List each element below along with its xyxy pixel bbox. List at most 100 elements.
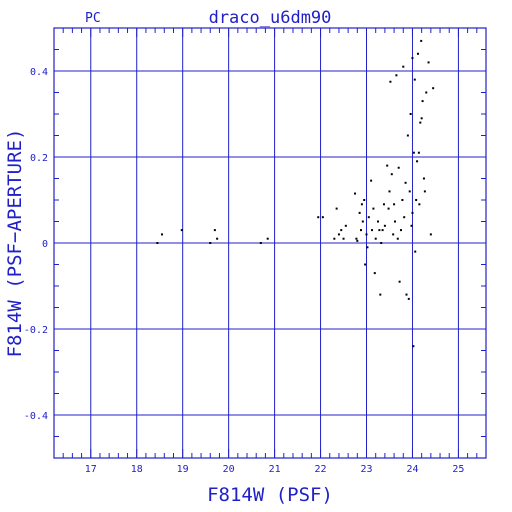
x-tick-label: 24	[406, 464, 418, 475]
data-point	[390, 173, 393, 176]
data-point	[398, 280, 401, 283]
grid-lines	[54, 28, 486, 458]
data-point	[382, 203, 385, 206]
data-point	[427, 61, 430, 64]
x-tick-label: 25	[452, 464, 464, 475]
y-tick-label: -0.4	[24, 411, 48, 422]
data-point	[317, 216, 320, 219]
data-point	[425, 91, 428, 94]
data-point	[402, 65, 405, 68]
data-point	[396, 237, 399, 240]
data-point	[359, 229, 362, 232]
x-tick-label: 17	[85, 464, 97, 475]
x-axis-title: F814W (PSF)	[207, 484, 333, 506]
data-point	[216, 237, 219, 240]
data-point	[432, 87, 435, 90]
data-point	[367, 216, 370, 219]
data-point	[399, 229, 402, 232]
data-point	[377, 220, 379, 223]
data-point	[356, 239, 359, 242]
data-point	[340, 229, 343, 232]
data-point	[419, 121, 422, 124]
data-point	[417, 151, 420, 154]
data-point	[361, 220, 364, 223]
data-point	[333, 237, 336, 240]
x-tick-label: 23	[360, 464, 372, 475]
data-point	[213, 229, 216, 232]
data-point	[415, 199, 418, 201]
data-point	[371, 229, 374, 232]
y-tick-label: 0.4	[30, 67, 48, 78]
axis-ticks	[53, 27, 487, 459]
data-point	[404, 181, 407, 184]
data-point	[387, 207, 390, 210]
data-point	[354, 192, 357, 195]
chart-title: draco_u6dm90	[209, 8, 332, 28]
data-point	[366, 246, 369, 249]
data-point	[342, 237, 345, 240]
data-point	[413, 78, 416, 81]
data-point	[429, 233, 432, 236]
x-tick-label: 21	[269, 464, 281, 475]
data-point	[405, 293, 408, 296]
data-point	[379, 293, 382, 296]
data-point	[373, 272, 376, 275]
data-point	[416, 52, 419, 55]
data-point	[392, 233, 395, 236]
data-point	[386, 164, 389, 167]
data-point	[383, 224, 386, 227]
y-tick-label: 0	[42, 239, 48, 250]
data-point	[161, 233, 163, 236]
data-point	[344, 224, 347, 227]
data-point	[389, 80, 392, 83]
data-point	[209, 242, 212, 244]
data-point	[363, 199, 366, 201]
x-tick-label: 22	[315, 464, 327, 475]
y-tick-label: -0.2	[24, 325, 48, 336]
data-point	[358, 211, 361, 214]
data-point	[381, 229, 384, 232]
data-point	[407, 297, 410, 300]
data-point	[411, 57, 414, 60]
data-point	[394, 220, 397, 223]
y-tick-label: 0.2	[30, 153, 48, 164]
data-point	[418, 203, 421, 206]
data-point	[410, 224, 413, 227]
data-point	[355, 237, 358, 240]
data-point	[412, 151, 415, 154]
data-point	[378, 229, 381, 232]
data-point	[259, 242, 262, 244]
data-point	[380, 242, 383, 244]
data-point	[370, 179, 373, 182]
data-point	[421, 100, 424, 103]
data-point	[388, 190, 391, 193]
corner-label: PC	[85, 11, 101, 26]
x-tick-label: 18	[131, 464, 143, 475]
data-point	[409, 113, 412, 115]
data-point	[401, 199, 404, 201]
data-point	[411, 211, 414, 214]
data-point	[403, 216, 406, 219]
data-point	[408, 190, 411, 193]
y-tick-labels: -0.4 -0.2 0 0.2 0.4	[24, 67, 48, 422]
data-point	[365, 233, 368, 236]
data-point	[406, 134, 409, 137]
data-point	[180, 229, 183, 232]
data-point	[266, 237, 269, 240]
data-points	[156, 39, 435, 348]
x-tick-label: 19	[177, 464, 189, 475]
data-point	[374, 237, 377, 240]
data-point	[360, 203, 363, 206]
data-point	[156, 242, 159, 244]
x-tick-labels: 17 18 19 20 21 22 23 24 25	[85, 464, 465, 475]
data-point	[412, 345, 415, 348]
data-point	[420, 117, 423, 120]
data-point	[423, 190, 426, 193]
data-point	[395, 74, 398, 77]
data-point	[393, 203, 396, 206]
data-point	[321, 216, 324, 219]
data-point	[422, 177, 425, 180]
data-point	[420, 39, 423, 42]
plot-frame	[53, 27, 487, 459]
